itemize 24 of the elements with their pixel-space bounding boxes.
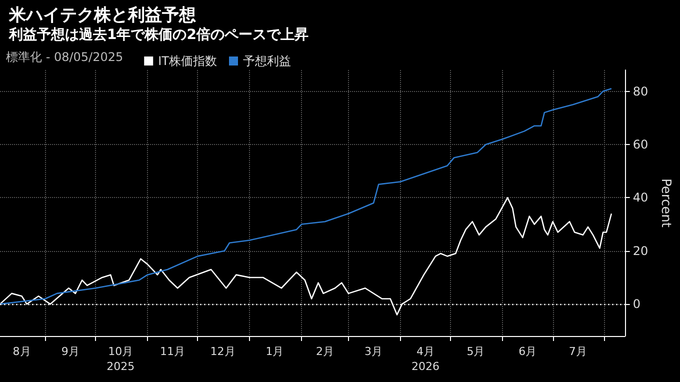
x-tick-label: 5月 <box>466 345 485 358</box>
legend-label: IT株価指数 <box>158 54 217 68</box>
x-tick-label: 1月 <box>266 345 284 358</box>
legend-title: 標準化 - 08/05/2025 <box>6 50 124 64</box>
x-tick-label: 12月 <box>210 345 236 358</box>
x-tick-label: 7月 <box>568 345 587 358</box>
x-tick-label: 11月 <box>160 345 186 358</box>
x-tick-label: 10月 2025 <box>106 345 135 373</box>
x-tick-label: 6月 <box>518 345 537 358</box>
y-tick-label: 40 <box>632 190 648 205</box>
x-tick-label: 8月 <box>12 345 31 358</box>
x-tick-label: 4月 2026 <box>411 345 440 373</box>
chart-title: 米ハイテク株と利益予想 <box>8 6 197 26</box>
y-axis-title: Percent <box>658 178 673 228</box>
y-tick-label: 0 <box>632 297 640 312</box>
x-tick-label: 3月 <box>364 345 383 358</box>
line-series <box>0 88 612 305</box>
chart-subtitle: 利益予想は過去1年で株価の2倍のペースで上昇 <box>8 26 308 43</box>
x-tick-label: 9月 <box>61 345 80 358</box>
y-tick-label: 20 <box>632 244 648 258</box>
x-tick-label: 2月 <box>316 345 334 358</box>
legend-label: 予想利益 <box>242 54 291 68</box>
y-tick-label: 80 <box>632 84 648 98</box>
y-tick-label: 60 <box>632 137 648 152</box>
